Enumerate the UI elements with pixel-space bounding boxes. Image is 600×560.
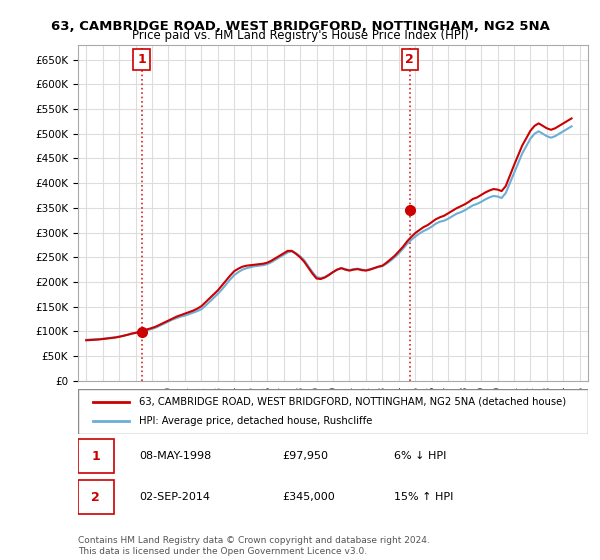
Text: Price paid vs. HM Land Registry's House Price Index (HPI): Price paid vs. HM Land Registry's House … <box>131 29 469 42</box>
Text: 6% ↓ HPI: 6% ↓ HPI <box>394 451 446 461</box>
Text: £97,950: £97,950 <box>282 451 328 461</box>
Text: 1: 1 <box>91 450 100 463</box>
Text: 15% ↑ HPI: 15% ↑ HPI <box>394 492 454 502</box>
FancyBboxPatch shape <box>78 389 588 434</box>
Text: £345,000: £345,000 <box>282 492 335 502</box>
Text: 1: 1 <box>137 53 146 66</box>
Text: HPI: Average price, detached house, Rushcliffe: HPI: Average price, detached house, Rush… <box>139 417 373 427</box>
Text: 63, CAMBRIDGE ROAD, WEST BRIDGFORD, NOTTINGHAM, NG2 5NA: 63, CAMBRIDGE ROAD, WEST BRIDGFORD, NOTT… <box>50 20 550 32</box>
Text: 63, CAMBRIDGE ROAD, WEST BRIDGFORD, NOTTINGHAM, NG2 5NA (detached house): 63, CAMBRIDGE ROAD, WEST BRIDGFORD, NOTT… <box>139 396 566 407</box>
Text: 2: 2 <box>406 53 414 66</box>
Text: 02-SEP-2014: 02-SEP-2014 <box>139 492 210 502</box>
Text: Contains HM Land Registry data © Crown copyright and database right 2024.
This d: Contains HM Land Registry data © Crown c… <box>78 536 430 556</box>
FancyBboxPatch shape <box>78 480 114 514</box>
FancyBboxPatch shape <box>78 439 114 473</box>
Text: 08-MAY-1998: 08-MAY-1998 <box>139 451 211 461</box>
Text: 2: 2 <box>91 491 100 503</box>
